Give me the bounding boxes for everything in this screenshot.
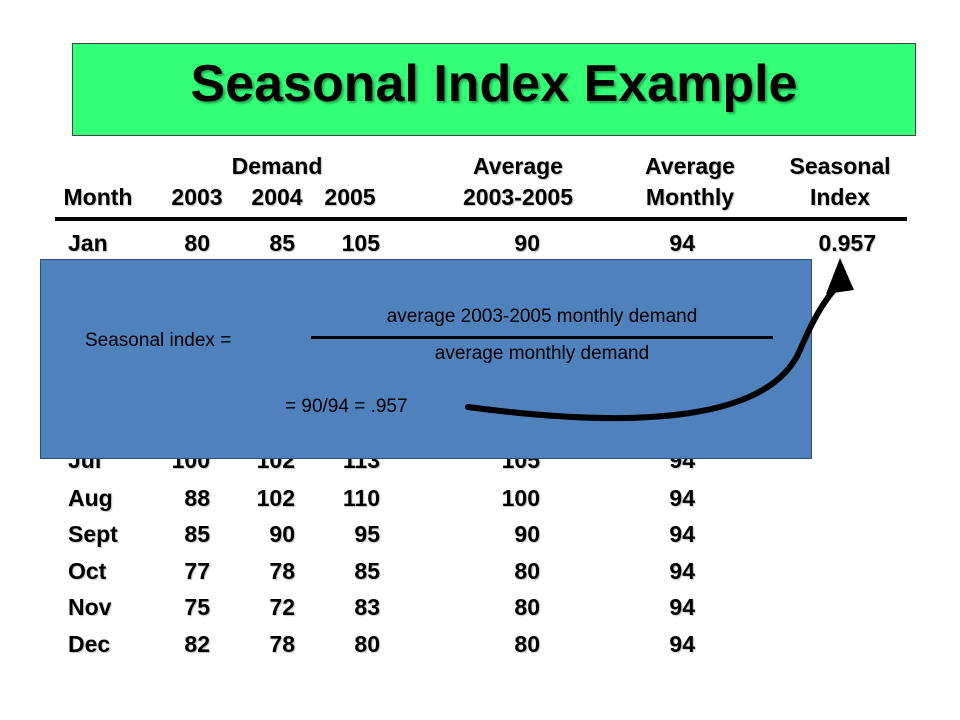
cell-avg-monthly: 94 xyxy=(669,631,695,657)
cell-average: 90 xyxy=(514,521,540,547)
cell-avg-monthly: 94 xyxy=(669,485,695,511)
header-average-line1: Average xyxy=(473,153,563,179)
formula-result: = 90/94 = .957 xyxy=(285,396,408,417)
cell-2003: 88 xyxy=(184,485,210,511)
cell-2003: 82 xyxy=(184,631,210,657)
cell-month: Nov xyxy=(68,594,112,620)
header-demand: Demand xyxy=(231,153,323,179)
header-avg-monthly-line2: Monthly xyxy=(645,184,735,210)
cell-2005: 83 xyxy=(354,594,380,620)
header-seasonal-line2: Index xyxy=(809,184,871,210)
formula-lhs: Seasonal index = xyxy=(85,330,232,351)
cell-2004: 102 xyxy=(256,485,295,511)
cell-2004: 90 xyxy=(269,521,295,547)
header-2005: 2005 xyxy=(324,184,376,210)
cell-average: 100 xyxy=(501,485,540,511)
cell-month: Aug xyxy=(68,485,113,511)
header-2003: 2003 xyxy=(171,184,223,210)
fraction-line xyxy=(311,336,773,339)
cell-average: 80 xyxy=(514,631,540,657)
cell-average: 80 xyxy=(514,594,540,620)
cell-2003: 75 xyxy=(184,594,210,620)
page-title: Seasonal Index Example xyxy=(190,55,798,113)
cell-2005: 80 xyxy=(354,631,380,657)
title-box: Seasonal Index Example xyxy=(72,43,916,136)
header-month: Month xyxy=(63,184,133,210)
cell-2003: 80 xyxy=(184,230,210,256)
cell-2004: 72 xyxy=(269,594,295,620)
cell-avg-monthly: 94 xyxy=(669,521,695,547)
cell-2003: 77 xyxy=(184,558,210,584)
formula-numerator: average 2003-2005 monthly demand xyxy=(386,306,698,327)
header-seasonal-line1: Seasonal xyxy=(789,153,891,179)
cell-seasonal-index: 0.957 xyxy=(818,230,876,256)
cell-average: 90 xyxy=(514,230,540,256)
cell-2004: 78 xyxy=(269,631,295,657)
header-2004: 2004 xyxy=(251,184,303,210)
header-avg-monthly-line1: Average xyxy=(645,153,735,179)
header-average-line2: 2003-2005 xyxy=(463,184,573,210)
formula-overlay: Seasonal index = average 2003-2005 month… xyxy=(40,259,812,459)
cell-2005: 105 xyxy=(341,230,380,256)
cell-avg-monthly: 94 xyxy=(669,230,695,256)
formula-denominator: average monthly demand xyxy=(434,343,650,364)
cell-month: Oct xyxy=(68,558,107,584)
cell-2003: 85 xyxy=(184,521,210,547)
cell-2005: 95 xyxy=(354,521,380,547)
cell-average: 80 xyxy=(514,558,540,584)
cell-month: Dec xyxy=(68,631,111,657)
cell-month: Sept xyxy=(68,521,118,547)
cell-2005: 110 xyxy=(342,485,380,511)
cell-month: Jan xyxy=(68,230,108,256)
cell-2005: 85 xyxy=(354,558,380,584)
header-rule xyxy=(55,217,907,221)
cell-2004: 78 xyxy=(269,558,295,584)
cell-avg-monthly: 94 xyxy=(669,558,695,584)
cell-avg-monthly: 94 xyxy=(669,594,695,620)
cell-2004: 85 xyxy=(269,230,295,256)
